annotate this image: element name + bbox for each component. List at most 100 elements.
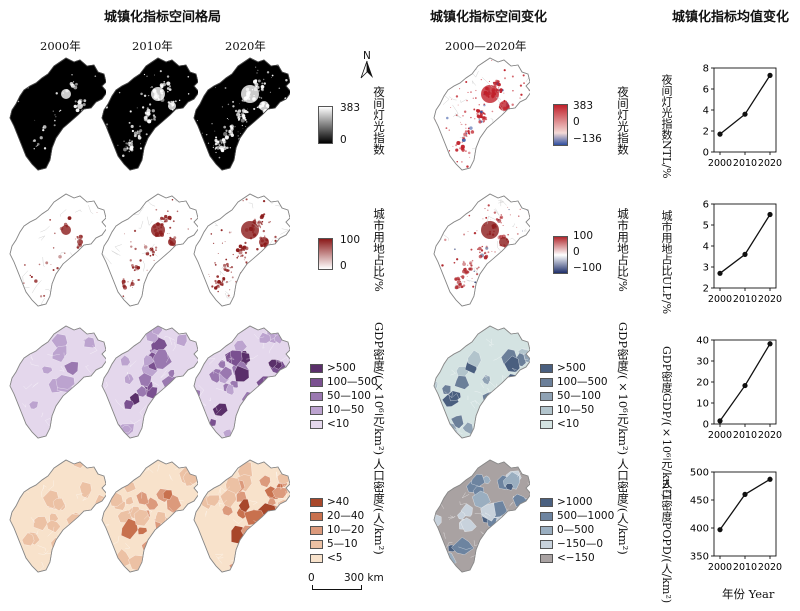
legend-popd-label: 5—10 [327, 538, 358, 550]
data-point [767, 72, 773, 78]
change-legend-ntl-ramp [553, 104, 568, 146]
y-tick-label: 4 [703, 106, 709, 117]
north-arrow-icon: N [357, 50, 377, 80]
change-legend-ulp: 100 0 −100 [553, 230, 602, 274]
legend-gdp-item: 10—50 [310, 404, 364, 416]
data-point [742, 491, 748, 497]
map-ntl-change [433, 57, 530, 171]
x-axis-label: 年份 Year [722, 587, 775, 601]
y-tick-label: 350 [690, 552, 709, 563]
legend-gdp-swatch [310, 377, 323, 387]
change-legend-gdp-label: >500 [557, 362, 586, 374]
change-legend-ntl: 383 0 −136 [553, 100, 602, 146]
chart-title-main: 城市用地占比 [660, 210, 673, 276]
map-ulp-2010 [101, 193, 198, 307]
map-popd-2020 [193, 459, 290, 573]
chart-ylabel: GDP/(×10⁶元/km²) [660, 393, 673, 498]
legend-popd-item: <5 [310, 552, 342, 564]
x-tick-label: 2010 [733, 158, 757, 169]
chart-ylabel: NTL/% [660, 140, 673, 179]
scale-zero: 0 [308, 572, 315, 584]
map-gdp-2000 [9, 325, 106, 439]
data-point [767, 341, 773, 347]
legend-gdp-label: 100—500 [327, 376, 378, 388]
change-legend-ntl-max: 383 [573, 100, 594, 112]
y-tick-label: 40 [696, 336, 709, 347]
legend-popd-swatch [310, 553, 323, 563]
change-legend-gdp-item: <10 [540, 418, 579, 430]
change-legend-ulp-max: 100 [573, 230, 594, 242]
x-tick-label: 2010 [733, 294, 757, 305]
map-popd-2000 [9, 459, 106, 573]
legend-ulp: 100 0 [318, 234, 360, 272]
scale-bar: 0 300 km [306, 572, 386, 602]
chart-gdp: 0 10 20 30 40 2000 2010 2020 [696, 336, 782, 442]
series-line [719, 478, 771, 531]
legend-gdp-swatch [310, 391, 323, 401]
change-legend-popd-item: 500—1000 [540, 510, 614, 522]
legend-ulp-max: 100 [340, 234, 361, 246]
row-label-gdp: GDP密度/(×10⁶元/km²) [372, 322, 386, 456]
chart-title-popd: 人口密度POPD/(人/km²) [660, 478, 673, 603]
change-legend-ulp-ramp [553, 236, 568, 274]
scale-bar-line [312, 585, 362, 590]
row-label-popd: 人口密度/(人/km²) [372, 458, 386, 555]
data-point [742, 251, 748, 257]
legend-gdp-label: >500 [327, 362, 356, 374]
legend-popd-label: 10—20 [327, 524, 365, 536]
map-gdp-2020 [193, 325, 290, 439]
y-tick-label: 20 [696, 378, 709, 389]
data-point [717, 418, 723, 424]
chart-title-ulp: 城市用地占比ULP/% [660, 210, 673, 314]
x-tick-label: 2020 [758, 294, 782, 305]
map-ntl-2020 [193, 57, 290, 171]
legend-gdp-swatch [310, 363, 323, 373]
change-legend-popd-item: >1000 [540, 496, 593, 508]
y-tick-label: 30 [696, 357, 709, 368]
y-tick-label: 3 [703, 263, 709, 274]
x-tick-label: 2020 [758, 562, 782, 573]
change-legend-gdp-item: 100—500 [540, 376, 608, 388]
legend-gdp-item: >500 [310, 362, 356, 374]
legend-ntl-min: 0 [340, 134, 347, 146]
legend-gdp-item: 100—500 [310, 376, 378, 388]
series-line [719, 343, 771, 422]
change-legend-popd-label: 0—500 [557, 524, 595, 536]
map-ntl-2000 [9, 57, 106, 171]
change-legend-popd-label: −150—0 [557, 538, 604, 550]
change-legend-gdp-swatch [540, 419, 553, 429]
chart-title-main: 夜间灯光指数 [660, 74, 673, 140]
change-label-gdp: GDP密度/(×10⁶元/km²) [616, 322, 630, 456]
map-ulp-2020 [193, 193, 290, 307]
legend-popd-label: 20—40 [327, 510, 365, 522]
change-legend-gdp-item: 50—100 [540, 390, 601, 402]
y-tick-label: 450 [690, 496, 709, 507]
legend-popd-label: <5 [327, 552, 343, 564]
y-tick-label: 2 [703, 284, 709, 295]
change-legend-gdp-item: >500 [540, 362, 586, 374]
change-legend-gdp-label: 10—50 [557, 404, 595, 416]
change-legend-gdp-swatch [540, 405, 553, 415]
legend-popd-item: >40 [310, 496, 349, 508]
change-legend-popd-label: <−150 [557, 552, 595, 564]
change-legend-gdp-label: 100—500 [557, 376, 608, 388]
change-legend-popd-swatch [540, 539, 553, 549]
change-legend-popd-item: <−150 [540, 552, 595, 564]
map-gdp-2010 [101, 325, 198, 439]
change-legend-popd-label: >1000 [557, 496, 593, 508]
chart-ulp: 2 3 4 5 6 2000 2010 2020 [703, 200, 782, 306]
map-ntl-2010 [101, 57, 198, 171]
x-tick-label: 2000 [708, 158, 732, 169]
legend-popd-swatch [310, 497, 323, 507]
data-point [767, 476, 773, 482]
x-tick-label: 2000 [708, 294, 732, 305]
data-point [742, 111, 748, 117]
legend-ntl: 383 0 [318, 102, 360, 146]
chart-ntl: 0 2 4 6 8 2000 2010 2020 [703, 64, 782, 170]
legend-popd-swatch [310, 539, 323, 549]
change-label-ulp: 城市用地占比/% [616, 208, 630, 292]
map-ulp-2000 [9, 193, 106, 307]
legend-ntl-ramp [318, 106, 333, 144]
chart-title-gdp: GDP密度GDP/(×10⁶元/km²) [660, 346, 673, 498]
change-legend-popd-swatch [540, 525, 553, 535]
